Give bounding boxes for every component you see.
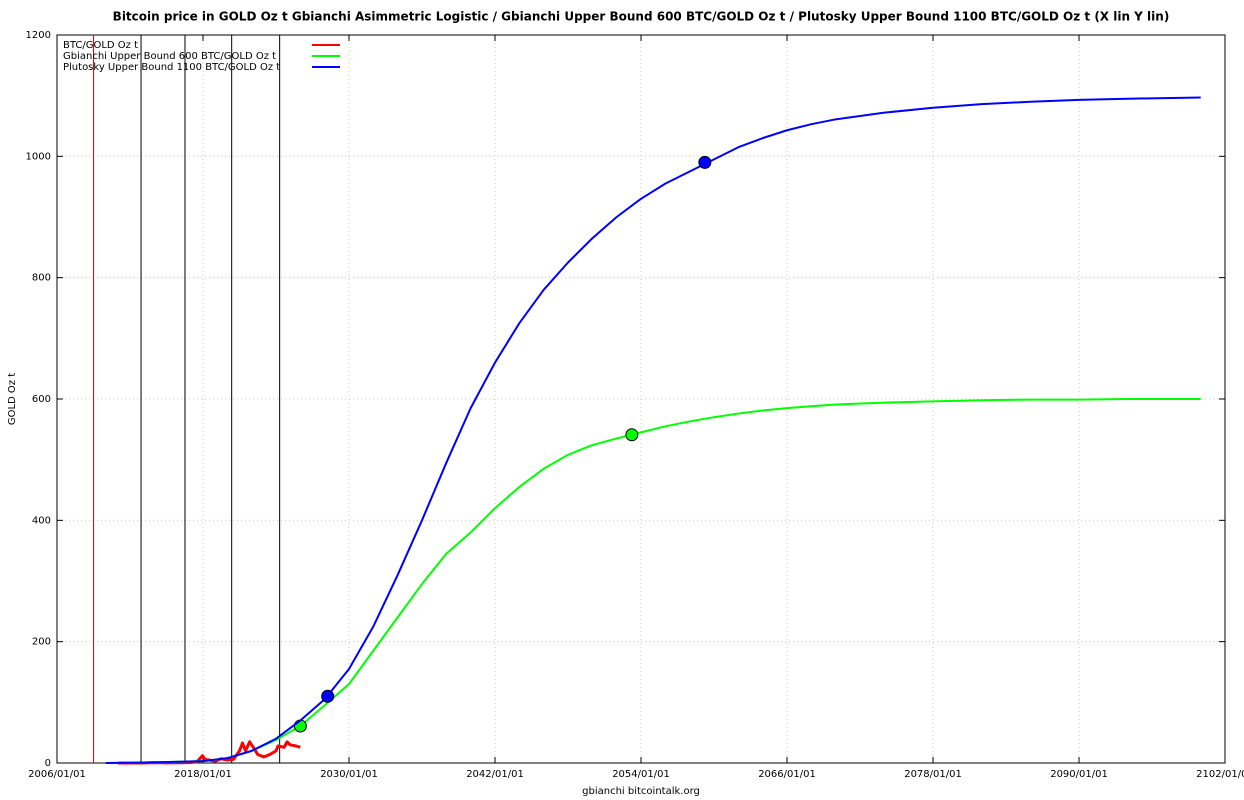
y-tick-label: 0: [45, 758, 51, 769]
x-tick-label: 2102/01/01: [1196, 769, 1244, 780]
series-line: [117, 740, 301, 765]
point-marker: [698, 155, 712, 169]
x-tick-label: 2018/01/01: [174, 769, 232, 780]
y-tick-label: 1200: [26, 30, 51, 41]
y-tick-label: 600: [32, 394, 51, 405]
y-tick-label: 1000: [26, 151, 51, 162]
point-marker: [625, 428, 639, 442]
point-marker: [321, 689, 335, 703]
y-tick-label: 800: [32, 273, 51, 284]
x-axis-title: gbianchi bitcointalk.org: [582, 786, 700, 797]
legend-label: BTC/GOLD Oz t: [63, 40, 138, 51]
x-tick-label: 2066/01/01: [758, 769, 816, 780]
y-tick-label: 200: [32, 637, 51, 648]
series-line: [105, 96, 1201, 764]
x-tick-label: 2030/01/01: [320, 769, 378, 780]
x-tick-label: 2006/01/01: [28, 769, 86, 780]
point-marker: [293, 719, 307, 733]
chart-title: Bitcoin price in GOLD Oz t Gbianchi Asim…: [113, 10, 1170, 24]
x-tick-label: 2078/01/01: [904, 769, 962, 780]
y-tick-label: 400: [32, 515, 51, 526]
legend-label: Plutosky Upper Bound 1100 BTC/GOLD Oz t: [63, 62, 280, 73]
legend-label: Gbianchi Upper Bound 600 BTC/GOLD Oz t: [63, 51, 276, 62]
plot-frame: [56, 34, 1226, 764]
y-axis-title: GOLD Oz t: [7, 373, 18, 425]
x-tick-label: 2090/01/01: [1050, 769, 1108, 780]
x-tick-label: 2042/01/01: [466, 769, 524, 780]
x-tick-label: 2054/01/01: [612, 769, 670, 780]
